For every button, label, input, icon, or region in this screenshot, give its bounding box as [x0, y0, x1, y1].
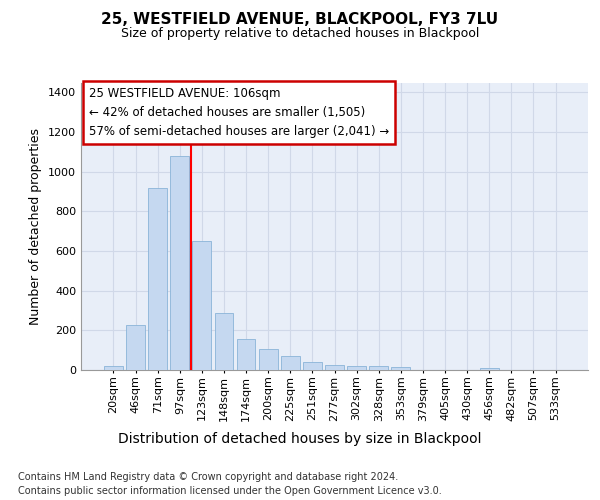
- Text: Size of property relative to detached houses in Blackpool: Size of property relative to detached ho…: [121, 28, 479, 40]
- Bar: [193, 241, 211, 370]
- Bar: [281, 356, 299, 370]
- Y-axis label: Number of detached properties: Number of detached properties: [29, 128, 43, 325]
- Bar: [480, 368, 499, 370]
- Bar: [391, 367, 410, 370]
- Text: 25 WESTFIELD AVENUE: 106sqm
← 42% of detached houses are smaller (1,505)
57% of : 25 WESTFIELD AVENUE: 106sqm ← 42% of det…: [89, 87, 389, 138]
- Bar: [236, 338, 256, 370]
- Bar: [170, 156, 189, 370]
- Bar: [148, 188, 167, 370]
- Bar: [303, 362, 322, 370]
- Bar: [126, 325, 145, 370]
- Bar: [370, 366, 388, 370]
- Bar: [104, 366, 123, 370]
- Bar: [347, 366, 366, 370]
- Text: Contains public sector information licensed under the Open Government Licence v3: Contains public sector information licen…: [18, 486, 442, 496]
- Bar: [259, 349, 278, 370]
- Text: Distribution of detached houses by size in Blackpool: Distribution of detached houses by size …: [118, 432, 482, 446]
- Text: 25, WESTFIELD AVENUE, BLACKPOOL, FY3 7LU: 25, WESTFIELD AVENUE, BLACKPOOL, FY3 7LU: [101, 12, 499, 28]
- Bar: [215, 312, 233, 370]
- Text: Contains HM Land Registry data © Crown copyright and database right 2024.: Contains HM Land Registry data © Crown c…: [18, 472, 398, 482]
- Bar: [325, 364, 344, 370]
